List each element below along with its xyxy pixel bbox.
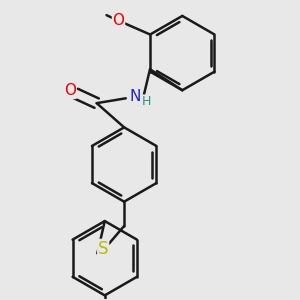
Text: O: O: [112, 13, 124, 28]
Text: S: S: [98, 239, 108, 257]
Text: N: N: [129, 89, 140, 104]
Text: O: O: [64, 83, 76, 98]
Text: H: H: [141, 95, 151, 108]
